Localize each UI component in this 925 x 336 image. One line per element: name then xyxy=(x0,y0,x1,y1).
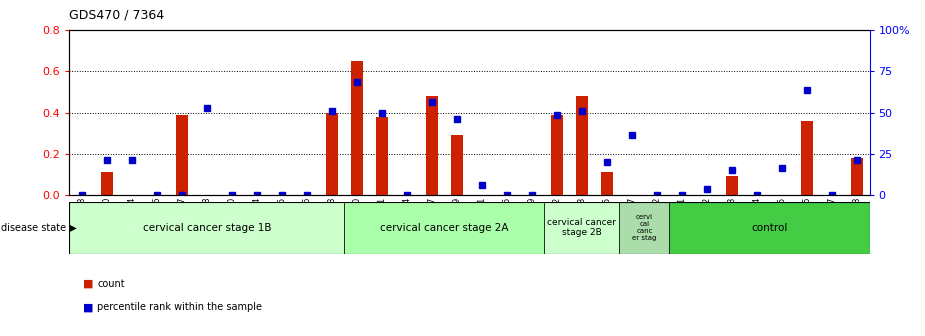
Text: cervical cancer stage 1B: cervical cancer stage 1B xyxy=(142,223,271,233)
Bar xyxy=(600,172,613,195)
Bar xyxy=(69,202,344,254)
Bar xyxy=(550,115,563,195)
Bar xyxy=(326,113,339,195)
Bar xyxy=(176,115,188,195)
Text: ■: ■ xyxy=(83,279,93,289)
Bar xyxy=(351,61,364,195)
Bar xyxy=(344,202,545,254)
Text: disease state ▶: disease state ▶ xyxy=(1,223,77,233)
Text: ■: ■ xyxy=(83,302,93,312)
Bar xyxy=(426,96,438,195)
Bar xyxy=(575,96,588,195)
Bar xyxy=(376,117,388,195)
Bar xyxy=(801,121,813,195)
Text: cervical cancer
stage 2B: cervical cancer stage 2B xyxy=(548,218,616,237)
Bar xyxy=(545,202,620,254)
Text: cervical cancer stage 2A: cervical cancer stage 2A xyxy=(380,223,509,233)
Bar xyxy=(101,172,113,195)
Bar xyxy=(670,202,869,254)
Text: percentile rank within the sample: percentile rank within the sample xyxy=(97,302,262,312)
Bar xyxy=(450,135,463,195)
Bar xyxy=(726,176,738,195)
Text: control: control xyxy=(751,223,788,233)
Bar xyxy=(620,202,670,254)
Text: GDS470 / 7364: GDS470 / 7364 xyxy=(69,9,165,22)
Bar xyxy=(851,158,863,195)
Text: count: count xyxy=(97,279,125,289)
Text: cervi
cal
canc
er stag: cervi cal canc er stag xyxy=(633,214,657,241)
